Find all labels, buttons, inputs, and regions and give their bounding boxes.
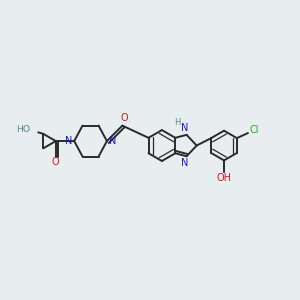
Text: HO: HO bbox=[16, 125, 30, 134]
Text: N: N bbox=[182, 123, 189, 133]
Text: O: O bbox=[52, 158, 60, 167]
Text: H: H bbox=[175, 118, 181, 127]
Text: O: O bbox=[120, 113, 128, 124]
Text: OH: OH bbox=[217, 173, 232, 183]
Text: N: N bbox=[182, 158, 189, 168]
Text: N: N bbox=[65, 136, 73, 146]
Text: Cl: Cl bbox=[249, 125, 259, 135]
Text: N: N bbox=[109, 136, 116, 146]
